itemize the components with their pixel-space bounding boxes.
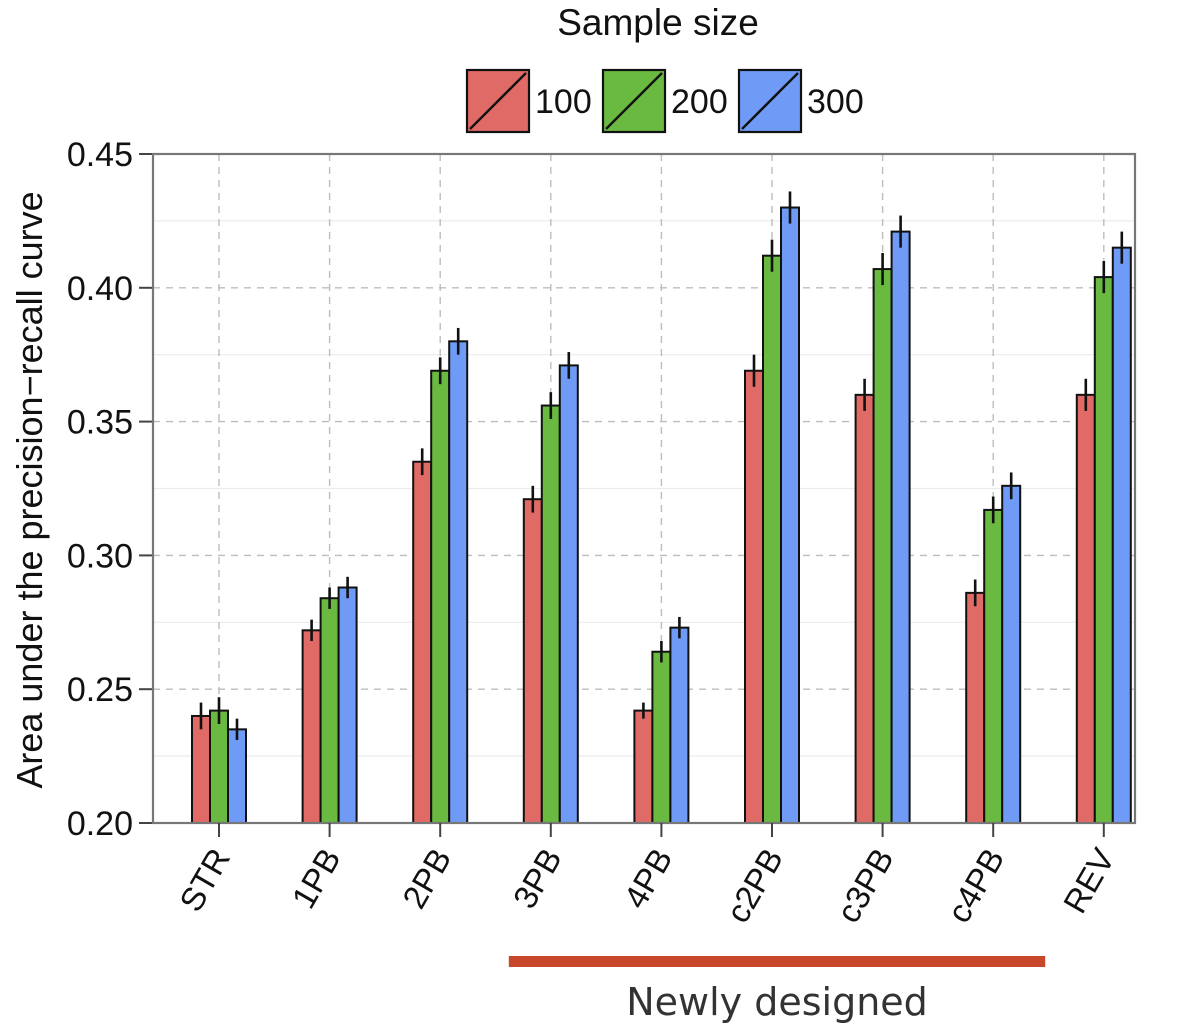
x-tick-label-c3PB: c3PB bbox=[829, 842, 900, 929]
legend: Sample size 100 200 300 bbox=[465, 2, 864, 134]
legend-label-200: 200 bbox=[671, 83, 728, 121]
legend-label-300: 300 bbox=[807, 83, 864, 121]
y-tick-label: 0.45 bbox=[67, 136, 133, 174]
x-tick-label-1PB: 1PB bbox=[284, 842, 347, 915]
y-tick-label: 0.20 bbox=[67, 805, 133, 843]
legend-key-slash bbox=[741, 72, 799, 130]
x-tick-label-4PB: 4PB bbox=[616, 842, 679, 915]
x-tick-label-c2PB: c2PB bbox=[719, 842, 790, 929]
bar-4PB-100 bbox=[633, 709, 654, 824]
bar-4PB-200 bbox=[651, 650, 672, 825]
bar-c4PB-200 bbox=[983, 508, 1004, 824]
bar-3PB-200 bbox=[540, 404, 561, 824]
bar-4PB-300 bbox=[669, 626, 690, 824]
bar-c3PB-200 bbox=[872, 268, 893, 824]
x-tick-label-3PB: 3PB bbox=[506, 842, 569, 915]
bar-c2PB-300 bbox=[780, 206, 800, 824]
legend-title: Sample size bbox=[557, 2, 759, 43]
bar-c2PB-200 bbox=[762, 254, 782, 825]
bar-STR-100 bbox=[191, 714, 211, 825]
annotation: Newly designed bbox=[508, 956, 1046, 1024]
bar-c2PB-100 bbox=[744, 369, 764, 824]
bar-2PB-100 bbox=[412, 460, 433, 824]
bar-STR-300 bbox=[227, 728, 247, 825]
bar-STR-200 bbox=[209, 709, 229, 824]
plot-area: 0.20 0.25 0.30 0.35 0.40 0.45 STR 1PB 2PB 3PB 4PB c… bbox=[67, 136, 1137, 929]
y-tick-label: 0.40 bbox=[67, 270, 133, 308]
annotation-label: Newly designed bbox=[626, 980, 928, 1024]
bar-REV-200 bbox=[1093, 276, 1114, 824]
annotation-bar bbox=[508, 956, 1046, 967]
y-tick-label: 0.25 bbox=[67, 671, 133, 709]
x-tick-label-2PB: 2PB bbox=[395, 842, 458, 915]
bar-2PB-200 bbox=[430, 369, 451, 824]
y-tick-label: 0.35 bbox=[67, 404, 133, 442]
bar-c3PB-100 bbox=[854, 393, 875, 824]
bar-c4PB-100 bbox=[965, 591, 986, 825]
bar-REV-300 bbox=[1111, 246, 1132, 825]
bar-3PB-300 bbox=[558, 364, 579, 824]
bar-1PB-100 bbox=[301, 629, 322, 824]
legend-key-slash bbox=[469, 72, 527, 130]
x-tick-label-REV: REV bbox=[1056, 842, 1122, 919]
x-tick-label-STR: STR bbox=[172, 842, 237, 918]
y-tick-label: 0.30 bbox=[67, 537, 133, 575]
bar-c4PB-300 bbox=[1001, 484, 1022, 824]
legend-label-100: 100 bbox=[535, 83, 592, 121]
bar-c3PB-300 bbox=[890, 230, 911, 824]
bar-REV-100 bbox=[1075, 393, 1096, 824]
bar-2PB-300 bbox=[448, 340, 469, 824]
bar-3PB-100 bbox=[522, 498, 543, 824]
bar-1PB-200 bbox=[319, 597, 340, 824]
y-axis-label: Area under the precision−recall curve bbox=[9, 191, 50, 788]
legend-key-slash bbox=[605, 72, 663, 130]
bar-1PB-300 bbox=[337, 586, 358, 825]
x-tick-label-c4PB: c4PB bbox=[940, 842, 1011, 929]
plot-border bbox=[151, 152, 1137, 825]
